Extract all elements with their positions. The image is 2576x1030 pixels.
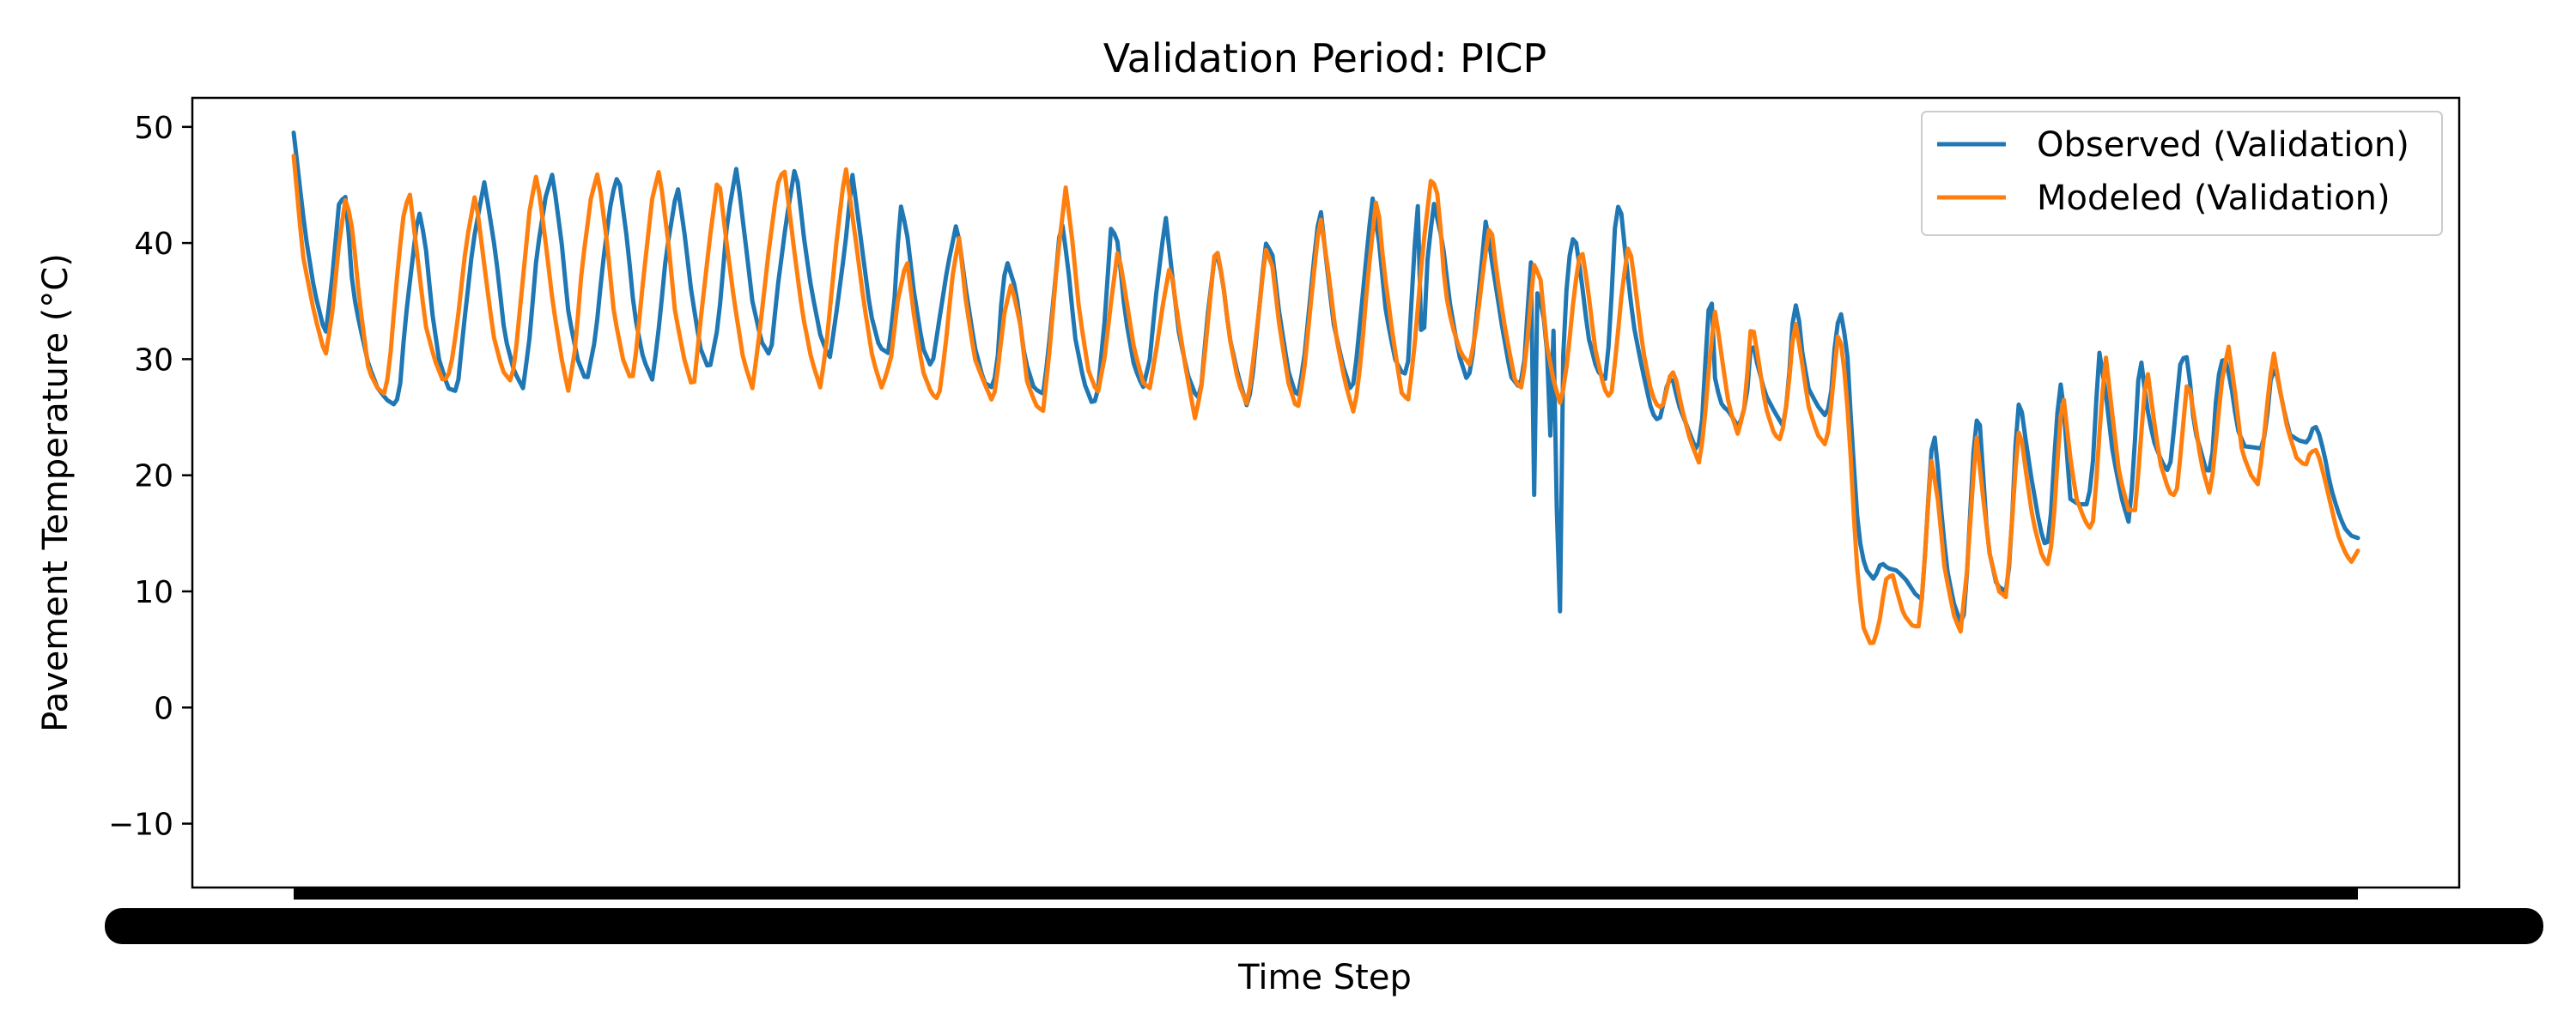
x-axis-label: Time Step — [1237, 958, 1412, 997]
chart-title: Validation Period: PICP — [1103, 35, 1547, 82]
x-tick-marks — [294, 888, 2358, 900]
legend: Observed (Validation) Modeled (Validatio… — [1921, 111, 2443, 236]
y-tick-label: 50 — [134, 111, 173, 146]
y-tick-label: 20 — [134, 459, 173, 494]
series-line-modeled — [291, 154, 2360, 645]
y-ticks: −10 0 10 20 30 40 50 — [108, 111, 192, 843]
y-tick-label: 40 — [134, 227, 173, 262]
y-tick-label: 30 — [134, 342, 173, 378]
x-tick-labels — [105, 908, 2543, 944]
legend-box — [1921, 111, 2443, 236]
y-tick-label: −10 — [108, 808, 173, 843]
y-axis-label: Pavement Temperature (°C) — [36, 253, 76, 732]
y-tick-label: 10 — [134, 575, 173, 610]
legend-label-observed: Observed (Validation) — [2037, 125, 2409, 165]
series-layer — [291, 130, 2360, 645]
y-tick-label: 0 — [154, 691, 173, 726]
legend-label-modeled: Modeled (Validation) — [2037, 179, 2391, 218]
